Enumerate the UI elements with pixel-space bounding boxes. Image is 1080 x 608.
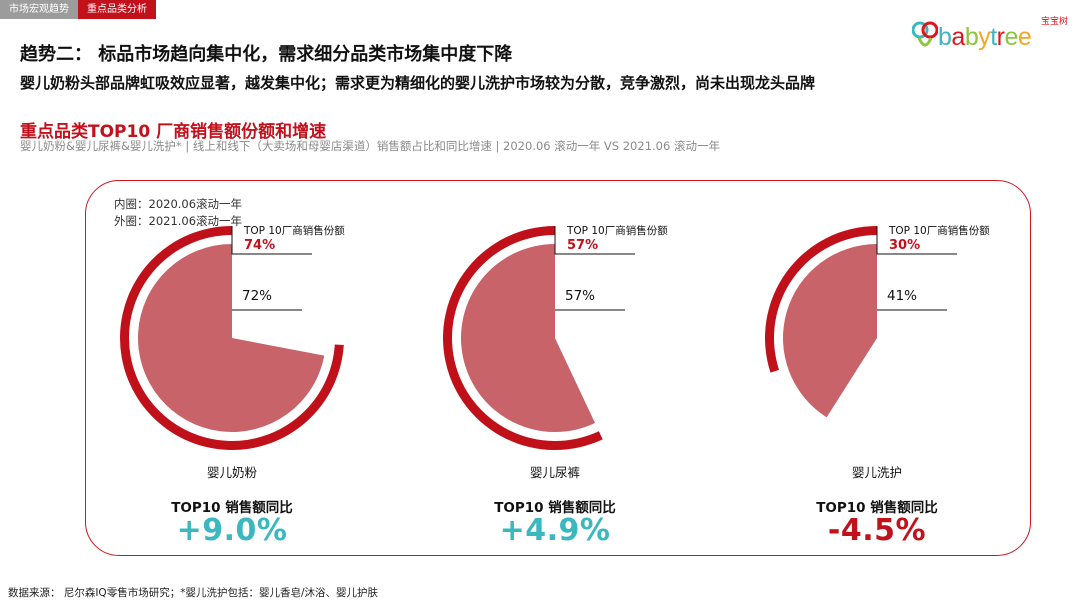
data-source-note: 数据来源： 尼尔森IQ零售市场研究；*婴儿洗护包括：婴儿香皂/沐浴、婴儿护肤: [8, 587, 378, 599]
tab-key-category[interactable]: 重点品类分析: [78, 0, 156, 19]
outer-leader-line: [876, 226, 957, 255]
inner-value-label: 72%: [242, 288, 273, 304]
section-subtitle: 婴儿奶粉&婴儿尿裤&婴儿洗护* | 线上和线下（大卖场和母婴店渠道）销售额占比和…: [20, 139, 720, 153]
inner-pie-slice: [460, 244, 596, 433]
growth-value: +9.0%: [176, 513, 288, 548]
logo-en-text: babytree: [938, 23, 1032, 51]
outer-value-label: 30%: [889, 238, 921, 253]
growth-value: -4.5%: [827, 513, 927, 548]
inner-value-label: 41%: [887, 288, 918, 304]
legend-outer: 外圈：2021.06滚动一年: [114, 214, 243, 228]
ring-legend: 内圈：2020.06滚动一年 外圈：2021.06滚动一年: [114, 196, 242, 230]
chart-panel: [85, 180, 1031, 556]
growth-title: TOP10 销售额同比: [816, 500, 938, 516]
tab-market-trend[interactable]: 市场宏观趋势: [0, 0, 78, 19]
outer-leader-line: [554, 226, 635, 255]
growth-title: TOP10 销售额同比: [171, 500, 293, 516]
inner-value-label: 57%: [565, 288, 596, 304]
outer-value-label: 57%: [567, 238, 599, 253]
share-label: TOP 10厂商销售份额: [244, 225, 345, 237]
inner-pie-slice: [137, 244, 325, 432]
pie-group-3: [764, 226, 957, 418]
outer-leader-line: [231, 226, 312, 255]
category-label: 婴儿奶粉: [206, 465, 258, 480]
section-title: 重点品类TOP10 厂商销售额份额和增速: [20, 122, 327, 142]
growth-value: +4.9%: [499, 513, 611, 548]
pie-group-1: [120, 226, 344, 451]
inner-pie-slice: [782, 244, 877, 418]
category-label: 婴儿洗护: [851, 465, 903, 480]
share-label: TOP 10厂商销售份额: [889, 225, 990, 237]
page-subtitle: 婴儿奶粉头部品牌虹吸效应显著，越发集中化；需求更为精细化的婴儿洗护市场较为分散，…: [20, 74, 816, 92]
page-title: 趋势二： 标品市场趋向集中化，需求细分品类市场集中度下降: [20, 44, 513, 65]
share-label: TOP 10厂商销售份额: [567, 225, 668, 237]
outer-value-label: 74%: [244, 238, 276, 253]
logo-cn-text: 宝宝树: [1040, 17, 1068, 27]
pie-group-2: [443, 226, 635, 451]
babytree-logo: 宝宝树 babytree: [912, 14, 1068, 54]
growth-title: TOP10 销售额同比: [494, 500, 616, 516]
category-label: 婴儿尿裤: [529, 465, 581, 480]
legend-inner: 内圈：2020.06滚动一年: [114, 197, 243, 211]
logo-mark-icon: [912, 21, 938, 47]
section-tabs: 市场宏观趋势 重点品类分析: [0, 0, 156, 19]
